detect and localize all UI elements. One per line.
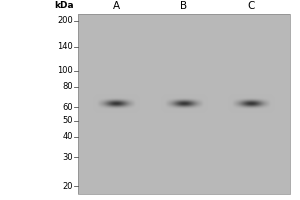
Text: 40: 40: [62, 132, 73, 141]
Text: 50: 50: [62, 116, 73, 125]
Text: 80: 80: [62, 82, 73, 91]
Text: 140: 140: [57, 42, 73, 51]
Text: 100: 100: [57, 66, 73, 75]
Text: 30: 30: [62, 153, 73, 162]
Bar: [78, 14, 290, 194]
Text: A: A: [112, 1, 120, 11]
Text: 60: 60: [62, 103, 73, 112]
Text: C: C: [247, 1, 255, 11]
Text: 20: 20: [62, 182, 73, 191]
Text: 200: 200: [57, 16, 73, 25]
Text: kDa: kDa: [54, 1, 74, 10]
Text: B: B: [180, 1, 188, 11]
